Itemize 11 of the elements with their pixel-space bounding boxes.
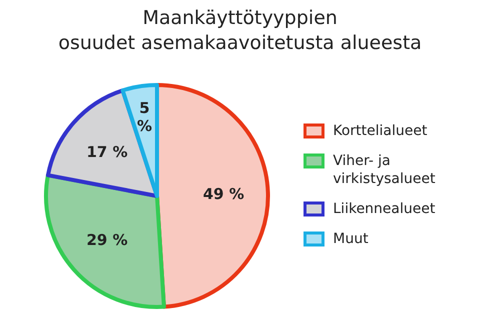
data-label: 29 % xyxy=(86,231,128,250)
data-label: 5 % xyxy=(136,99,152,136)
data-label: 17 % xyxy=(86,142,128,161)
chart-title: Maankäyttötyyppien osuudet asemakaavoitetusta alueesta xyxy=(58,7,422,54)
legend-label: Muut xyxy=(333,231,369,247)
data-label: 49 % xyxy=(202,184,244,203)
pie-slice xyxy=(155,83,270,309)
legend-label: Korttelialueet xyxy=(333,123,428,139)
legend-label: Liikennealueet xyxy=(333,201,436,217)
pie-slice xyxy=(46,88,159,198)
legend-label: Viher- ja virkistysalueet xyxy=(333,153,436,187)
